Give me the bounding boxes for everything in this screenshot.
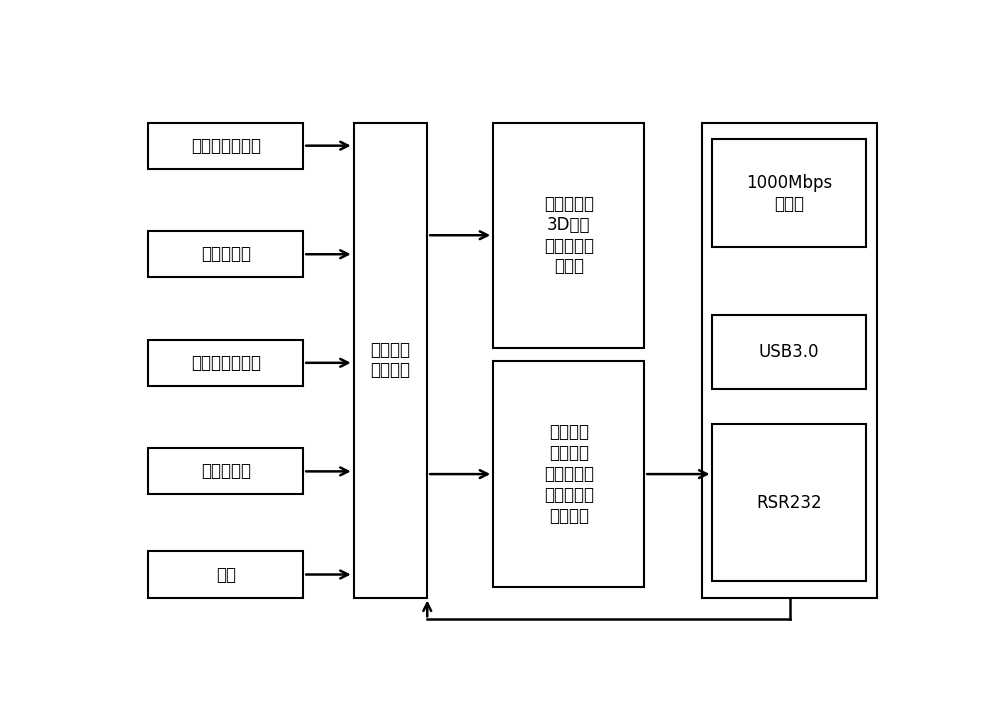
Bar	[712, 315, 866, 388]
Text: 放射源类型: 放射源类型	[201, 245, 251, 263]
Text: USB3.0: USB3.0	[759, 343, 819, 361]
Bar	[148, 123, 303, 168]
Bar	[712, 139, 866, 247]
Text: 放射源位置信息: 放射源位置信息	[191, 354, 261, 372]
Text: 蒙特卡洛
（谱线模
拟、放射源
模拟、闪烁
体模拟）: 蒙特卡洛 （谱线模 拟、放射源 模拟、闪烁 体模拟）	[544, 424, 594, 525]
Text: 数据分析
处理单元: 数据分析 处理单元	[370, 341, 410, 379]
Text: RSR232: RSR232	[756, 493, 822, 512]
Bar	[493, 362, 644, 587]
Text: 动画演示、
3D仿真
（操作模拟
仿真）: 动画演示、 3D仿真 （操作模拟 仿真）	[544, 195, 594, 276]
Bar	[354, 123, 427, 598]
Bar	[148, 551, 303, 598]
Text: 其他: 其他	[216, 565, 236, 584]
Bar	[493, 123, 644, 348]
Text: 闪烁体类型: 闪烁体类型	[201, 462, 251, 480]
Bar	[148, 448, 303, 494]
Text: 1000Mbps
以太网: 1000Mbps 以太网	[746, 173, 832, 213]
Text: 闪烁体类型设置: 闪烁体类型设置	[191, 137, 261, 154]
Bar	[148, 231, 303, 277]
Bar	[712, 424, 866, 582]
Bar	[148, 340, 303, 386]
Bar	[702, 123, 877, 598]
